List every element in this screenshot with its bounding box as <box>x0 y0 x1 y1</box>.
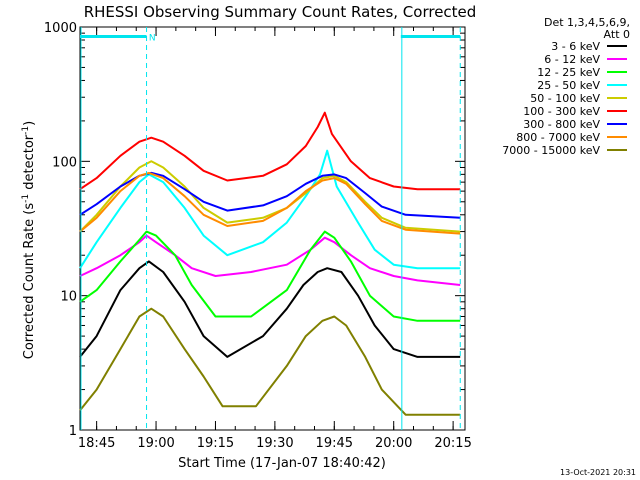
x-tick-labels: 18:45 19:00 19:15 19:30 19:45 20:00 20:15 <box>78 436 472 451</box>
y-tick-label: 1 <box>69 424 77 439</box>
series-lines <box>79 111 461 416</box>
legend-label: 50 - 100 keV <box>530 92 600 105</box>
x-tick-label: 19:30 <box>256 436 293 451</box>
series-line <box>79 230 461 322</box>
y-tick-label: 1000 <box>44 21 77 36</box>
y-tick-label: 100 <box>52 155 77 170</box>
x-tick-label: 20:00 <box>375 436 412 451</box>
attenuator-markers: N <box>80 27 461 430</box>
series-line <box>79 171 461 235</box>
y-tick-labels: 1 10 100 1000 <box>44 21 77 439</box>
legend-label: 100 - 300 keV <box>523 105 600 118</box>
x-tick-label: 19:00 <box>137 436 174 451</box>
series-line <box>79 111 461 191</box>
chart-title: RHESSI Observing Summary Count Rates, Co… <box>84 3 477 21</box>
plot-frame <box>79 26 466 431</box>
series-line <box>79 171 461 219</box>
x-tick-label: 19:15 <box>197 436 234 451</box>
legend-label: 300 - 800 keV <box>523 118 600 131</box>
x-tick-label: 20:15 <box>434 436 471 451</box>
x-axis-label: Start Time (17-Jan-07 18:40:42) <box>178 456 386 471</box>
plot-border <box>79 26 466 431</box>
legend-label: 12 - 25 keV <box>537 66 600 79</box>
series-line <box>79 234 461 286</box>
legend-header-line1: Det 1,3,4,5,6,9, <box>544 16 630 29</box>
series-line <box>79 160 461 233</box>
x-tick-label: 18:45 <box>78 436 115 451</box>
series-line <box>79 307 461 416</box>
y-tick-label: 10 <box>60 290 77 305</box>
legend-label: 800 - 7000 keV <box>516 131 600 144</box>
legend-label: 7000 - 15000 keV <box>502 144 600 157</box>
legend-label: 3 - 6 keV <box>551 40 600 53</box>
series-line <box>79 260 461 358</box>
footer-timestamp: 13-Oct-2021 20:31 <box>560 468 636 477</box>
legend-header-line2: Att 0 <box>604 28 630 41</box>
x-tick-label: 19:45 <box>316 436 353 451</box>
annotation-label: N <box>149 33 156 43</box>
legend-label: 6 - 12 keV <box>544 53 600 66</box>
series-line <box>79 149 461 270</box>
legend-label: 25 - 50 keV <box>537 79 600 92</box>
y-axis-label: Corrected Count Rate (s-1 detector-1) <box>21 121 37 359</box>
